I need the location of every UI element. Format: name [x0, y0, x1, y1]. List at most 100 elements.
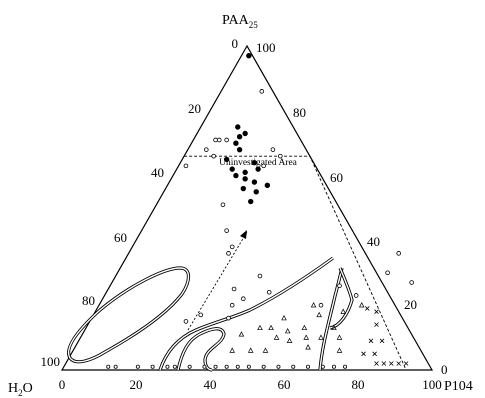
filled-point — [251, 179, 258, 185]
filled-point — [235, 124, 241, 130]
base-point — [306, 364, 311, 369]
base-point — [261, 364, 266, 369]
corner-top-sub: 25 — [249, 20, 259, 30]
left-tick-60: 60 — [114, 230, 127, 245]
tri-point — [318, 334, 324, 340]
tri-point — [303, 334, 309, 340]
tri-point — [262, 347, 269, 353]
bottom-tick-40: 40 — [204, 377, 217, 392]
open-point — [396, 251, 402, 256]
open-point — [224, 137, 229, 143]
left-tick-40: 40 — [151, 165, 164, 180]
filled-point — [233, 172, 239, 179]
open-point — [216, 137, 222, 143]
bottom-tick-100: 100 — [422, 377, 442, 392]
open-point — [226, 251, 231, 256]
base-point — [320, 364, 325, 369]
bottom-tick-20: 20 — [130, 377, 143, 392]
bottom-tick-60: 60 — [278, 377, 291, 392]
base-point — [213, 364, 218, 369]
base-point — [246, 364, 251, 369]
base-point — [291, 364, 296, 369]
open-point — [229, 244, 235, 250]
cross-point — [361, 351, 366, 357]
corner-label-left: H2O — [8, 381, 33, 398]
tri-point — [301, 324, 308, 331]
tri-point — [268, 324, 274, 331]
right-tick-40: 40 — [367, 234, 380, 249]
cross-point — [368, 338, 374, 344]
filled-point — [223, 156, 230, 163]
open-point — [266, 289, 272, 295]
triangle-frame — [60, 44, 434, 371]
open-point — [211, 153, 217, 159]
base-point — [187, 364, 192, 369]
right-tick-100: 100 — [256, 40, 276, 55]
cross-point — [381, 361, 387, 366]
filled-point — [253, 189, 259, 195]
tri-point — [336, 347, 343, 353]
open-point — [229, 302, 235, 308]
cross-points — [361, 306, 409, 366]
filled-point — [251, 159, 258, 166]
filled-point — [246, 53, 252, 59]
open-point — [337, 283, 342, 289]
open-point — [270, 147, 276, 152]
cross-point — [403, 361, 409, 366]
open-point — [259, 89, 265, 94]
cross-point — [396, 361, 401, 366]
filled-point — [233, 140, 239, 146]
tri-point — [336, 334, 343, 340]
tri-point — [273, 334, 280, 340]
base-point — [202, 364, 207, 369]
right-tick-20: 20 — [404, 297, 417, 312]
tri-point — [286, 337, 293, 343]
right-axis-ticks: 100 80 60 40 20 0 — [256, 40, 448, 377]
tri-point — [281, 315, 287, 321]
cross-point — [374, 309, 379, 314]
open-point — [224, 228, 229, 233]
tri-point — [238, 331, 245, 337]
filled-circle-points — [223, 53, 271, 205]
filled-point — [236, 134, 243, 140]
tri-point — [316, 311, 322, 318]
open-point — [226, 315, 231, 321]
base-point — [135, 364, 140, 369]
filled-point — [240, 185, 246, 192]
bottom-tick-80: 80 — [352, 377, 365, 392]
open-point — [353, 293, 359, 298]
base-point — [172, 364, 177, 369]
filled-point — [236, 146, 243, 153]
left-tick-80: 80 — [82, 293, 95, 308]
base-point — [331, 364, 336, 369]
open-point — [261, 163, 266, 169]
open-point — [241, 296, 246, 302]
tri-point — [247, 347, 254, 353]
open-point — [409, 280, 414, 285]
left-axis-ticks: 0 20 40 60 80 100 — [41, 36, 239, 369]
cross-point — [379, 338, 385, 344]
cross-point — [374, 322, 379, 327]
tri-point — [331, 324, 337, 331]
open-point — [204, 147, 209, 152]
left-tick-100: 100 — [41, 354, 61, 369]
open-point — [183, 163, 189, 169]
corner-left-main: H — [8, 381, 18, 396]
bottom-tick-0: 0 — [59, 377, 66, 392]
base-point — [106, 364, 111, 369]
corner-label-top: PAA25 — [222, 13, 258, 30]
base-line-points — [106, 364, 348, 369]
open-point — [198, 312, 204, 318]
cross-point — [389, 361, 394, 366]
filled-point — [247, 198, 254, 205]
cross-point — [374, 361, 379, 366]
tri-point — [305, 344, 311, 350]
filled-point — [229, 166, 235, 172]
open-circle-points — [183, 89, 414, 324]
filled-point — [242, 169, 248, 176]
tri-point — [358, 302, 365, 308]
filled-point — [255, 166, 261, 172]
left-tick-0: 0 — [232, 36, 239, 51]
open-point — [277, 153, 283, 159]
